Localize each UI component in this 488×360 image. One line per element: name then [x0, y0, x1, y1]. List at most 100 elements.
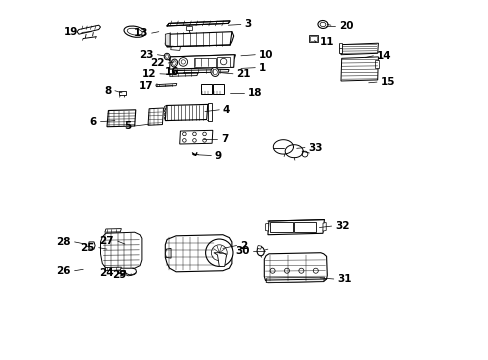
Polygon shape: [118, 271, 125, 274]
Text: 33: 33: [308, 143, 323, 153]
Bar: [338, 44, 342, 53]
Text: 27: 27: [100, 236, 114, 246]
Text: 15: 15: [380, 77, 394, 87]
Polygon shape: [265, 223, 268, 231]
Text: 9: 9: [215, 150, 222, 161]
Circle shape: [192, 139, 196, 142]
Bar: [374, 60, 378, 68]
Text: 5: 5: [123, 121, 131, 131]
Circle shape: [182, 132, 186, 136]
Text: 22: 22: [150, 58, 164, 68]
Text: 2: 2: [240, 240, 247, 251]
Text: 30: 30: [235, 246, 249, 256]
Ellipse shape: [127, 28, 142, 35]
Polygon shape: [179, 130, 212, 144]
Bar: [186, 26, 191, 30]
Polygon shape: [257, 246, 261, 249]
Polygon shape: [165, 104, 207, 121]
Bar: [270, 222, 292, 232]
Text: 13: 13: [133, 28, 148, 38]
Bar: [213, 84, 224, 94]
Polygon shape: [174, 69, 228, 73]
Polygon shape: [107, 110, 136, 127]
Bar: [194, 58, 215, 67]
Text: 31: 31: [337, 274, 351, 284]
Text: 6: 6: [89, 117, 97, 127]
Text: 3: 3: [244, 19, 251, 30]
Polygon shape: [156, 84, 177, 86]
Polygon shape: [265, 277, 324, 283]
Polygon shape: [167, 21, 230, 26]
Text: 18: 18: [247, 88, 262, 98]
Circle shape: [298, 268, 303, 273]
Text: 32: 32: [335, 221, 349, 231]
Circle shape: [192, 132, 196, 136]
Text: 20: 20: [338, 21, 353, 31]
Bar: [217, 57, 230, 67]
Polygon shape: [165, 32, 233, 47]
Bar: [207, 103, 212, 121]
Circle shape: [211, 245, 227, 261]
Ellipse shape: [210, 68, 219, 76]
Text: 21: 21: [236, 69, 250, 79]
Circle shape: [302, 151, 307, 157]
Ellipse shape: [317, 21, 327, 28]
Polygon shape: [89, 242, 95, 249]
Polygon shape: [77, 25, 101, 34]
Polygon shape: [168, 55, 235, 60]
Text: 19: 19: [63, 27, 78, 37]
Circle shape: [179, 58, 187, 66]
Bar: [294, 222, 316, 232]
Circle shape: [205, 239, 232, 266]
Polygon shape: [264, 253, 326, 283]
Ellipse shape: [320, 22, 325, 27]
Bar: [310, 36, 316, 41]
Polygon shape: [267, 220, 324, 235]
Circle shape: [284, 268, 289, 273]
Polygon shape: [170, 46, 180, 50]
Text: 10: 10: [258, 50, 273, 60]
Bar: [201, 84, 212, 94]
Text: 4: 4: [223, 105, 230, 115]
Ellipse shape: [172, 61, 176, 65]
Polygon shape: [148, 108, 163, 125]
Ellipse shape: [257, 247, 264, 256]
Polygon shape: [165, 235, 231, 272]
Circle shape: [181, 60, 185, 64]
Text: 12: 12: [142, 69, 156, 79]
Circle shape: [220, 58, 226, 65]
Bar: [309, 35, 318, 42]
Circle shape: [203, 132, 206, 136]
Text: 28: 28: [57, 237, 71, 247]
Text: 1: 1: [258, 63, 265, 73]
Polygon shape: [340, 43, 378, 55]
Polygon shape: [322, 222, 325, 231]
Text: 24: 24: [100, 268, 114, 278]
Text: 16: 16: [165, 67, 179, 77]
Text: 7: 7: [221, 134, 228, 144]
Polygon shape: [104, 229, 121, 232]
Ellipse shape: [124, 26, 145, 37]
Text: 14: 14: [376, 51, 391, 61]
Polygon shape: [104, 267, 121, 271]
Polygon shape: [165, 33, 170, 46]
Circle shape: [182, 139, 186, 142]
Circle shape: [313, 268, 318, 273]
Text: 29: 29: [112, 270, 126, 280]
Polygon shape: [169, 73, 197, 76]
Circle shape: [269, 268, 275, 273]
Text: 11: 11: [319, 37, 333, 48]
Polygon shape: [101, 232, 142, 268]
Text: 23: 23: [139, 50, 153, 60]
Polygon shape: [165, 248, 171, 258]
Polygon shape: [340, 57, 378, 81]
Ellipse shape: [171, 59, 177, 67]
Text: 8: 8: [104, 86, 111, 96]
Bar: [119, 91, 126, 95]
Ellipse shape: [212, 69, 217, 75]
Polygon shape: [213, 253, 226, 266]
Text: 17: 17: [139, 81, 153, 91]
Text: 26: 26: [57, 266, 71, 276]
Bar: [338, 43, 341, 48]
Polygon shape: [169, 55, 234, 69]
